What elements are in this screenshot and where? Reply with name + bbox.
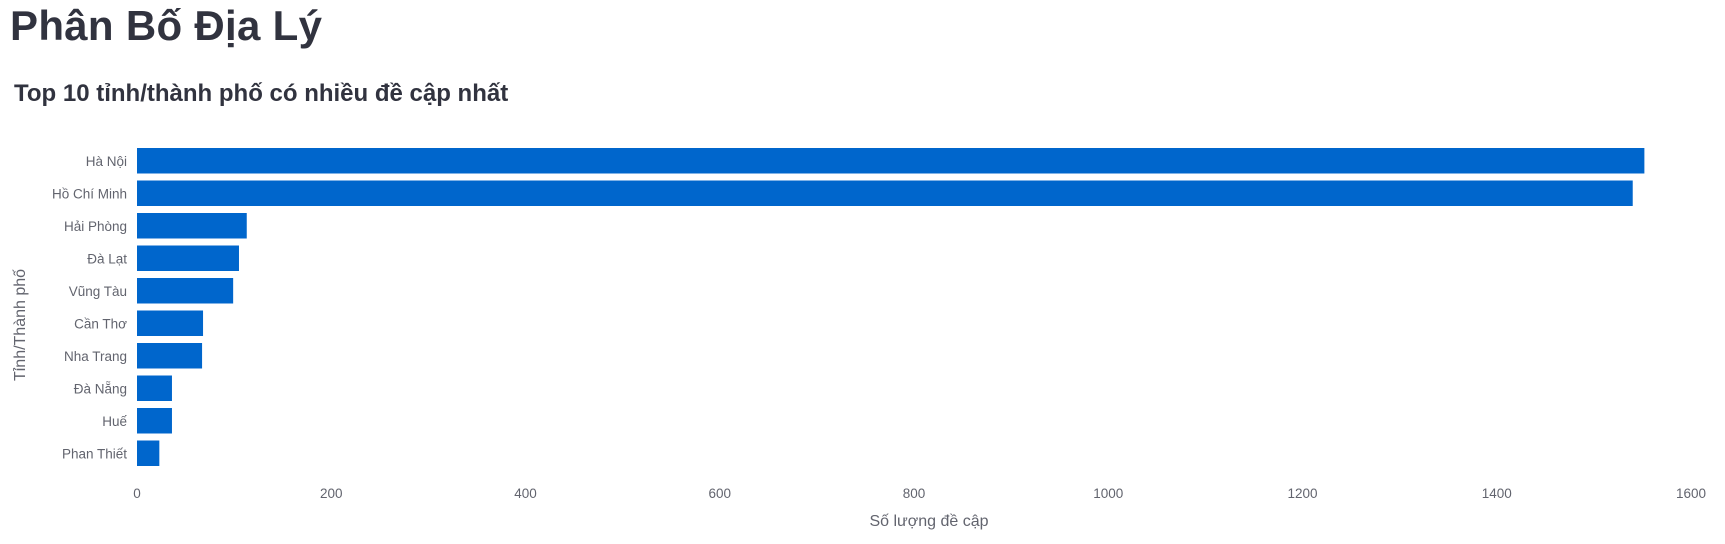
y-tick-label: Đà Nẵng	[74, 381, 127, 396]
bars-group	[137, 148, 1645, 467]
bar[interactable]	[137, 375, 172, 402]
x-axis-label: Số lượng đề cập	[869, 513, 988, 530]
x-tick-label: 200	[320, 486, 343, 501]
chart-title: Top 10 tỉnh/thành phố có nhiều đề cập nh…	[14, 80, 508, 107]
x-tick-label: 1400	[1482, 486, 1512, 501]
bar[interactable]	[137, 180, 1633, 207]
bar[interactable]	[137, 148, 1645, 174]
y-tick-label: Vũng Tàu	[69, 284, 127, 299]
x-tick-label: 400	[514, 486, 537, 501]
bar[interactable]	[137, 213, 247, 239]
x-tick-labels: 0 200 400 600 800 1000 1200 1400 1600	[133, 486, 1706, 501]
x-tick-label: 1000	[1093, 486, 1123, 501]
bar[interactable]	[137, 440, 160, 467]
y-tick-label: Huế	[102, 414, 127, 429]
y-axis-label: Tỉnh/Thành phố	[12, 269, 29, 381]
y-tick-label: Hải Phòng	[64, 219, 127, 234]
y-tick-label: Hồ Chí Minh	[52, 186, 127, 201]
y-tick-label: Hà Nội	[86, 154, 127, 169]
y-tick-label: Cần Thơ	[74, 316, 127, 331]
y-tick-labels: Hà Nội Hồ Chí Minh Hải Phòng Đà Lạt Vũng Tàu…	[52, 154, 128, 462]
x-tick-label: 800	[903, 486, 926, 501]
y-tick-label: Nha Trang	[64, 349, 127, 364]
x-tick-label: 0	[133, 486, 141, 501]
bar[interactable]	[137, 278, 234, 304]
bar[interactable]	[137, 408, 172, 434]
x-tick-label: 1200	[1287, 486, 1317, 501]
x-tick-label: 600	[708, 486, 731, 501]
bar[interactable]	[137, 245, 239, 272]
bar[interactable]	[137, 310, 204, 337]
y-tick-label: Phan Thiết	[62, 446, 127, 461]
y-tick-label: Đà Lạt	[87, 251, 127, 266]
page-title: Phân Bố Địa Lý	[10, 2, 323, 49]
bar[interactable]	[137, 343, 203, 369]
x-tick-label: 1600	[1676, 486, 1706, 501]
